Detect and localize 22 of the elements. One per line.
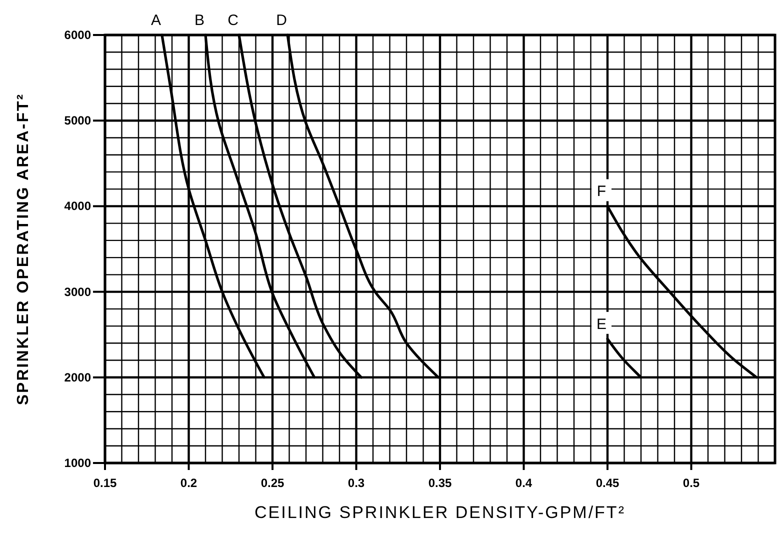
x-tick-label: 0.25 [260, 476, 284, 490]
x-tick-label: 0.35 [428, 476, 452, 490]
series-label: F [596, 183, 606, 200]
series-label: C [228, 12, 239, 29]
y-tick-label: 6000 [64, 28, 92, 42]
y-tick-label: 2000 [64, 370, 92, 384]
x-tick-label: 0.3 [348, 476, 365, 490]
x-tick-label: 0.5 [682, 476, 700, 490]
x-tick-label: 0.45 [596, 476, 620, 490]
series-label: A [150, 12, 161, 29]
x-tick-label: 0.2 [180, 476, 198, 490]
y-tick-label: 3000 [64, 284, 92, 299]
y-tick-label: 5000 [64, 114, 92, 128]
series-label: E [596, 316, 607, 333]
y-tick-label: 1000 [64, 456, 92, 470]
x-tick-label: 0.4 [515, 476, 532, 490]
x-axis-title: CEILING SPRINKLER DENSITY-GPM/FT² [254, 503, 626, 522]
y-tick-label: 4000 [64, 199, 92, 214]
series-label: D [276, 12, 288, 29]
series-label: B [194, 12, 205, 29]
y-axis-title: SPRINKLER OPERATING AREA-FT² [15, 92, 32, 406]
x-tick-label: 0.15 [93, 476, 117, 490]
